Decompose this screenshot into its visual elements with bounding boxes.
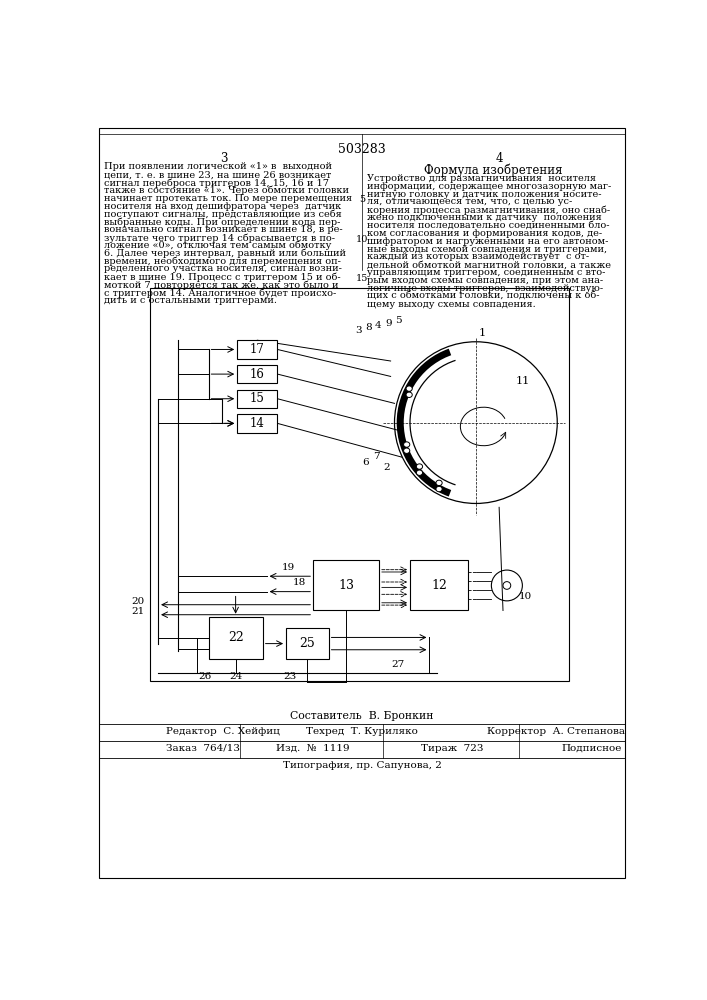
Bar: [209, 617, 263, 659]
Text: выбранные коды. При определении кода пер-: выбранные коды. При определении кода пер…: [104, 217, 340, 227]
Text: 26: 26: [198, 672, 211, 681]
Text: 16: 16: [250, 368, 264, 381]
Text: 25: 25: [300, 637, 315, 650]
Text: нитную головку и датчик положения носите-: нитную головку и датчик положения носите…: [368, 190, 602, 199]
Text: 1: 1: [479, 328, 486, 338]
Text: зультате чего триггер 14 сбрасывается в по-: зультате чего триггер 14 сбрасывается в …: [104, 233, 335, 243]
Text: поступают сигналы, представляющие из себя: поступают сигналы, представляющие из себ…: [104, 209, 341, 219]
Text: с триггером 14. Аналогичное будет происхо-: с триггером 14. Аналогичное будет происх…: [104, 288, 336, 298]
Text: При появлении логической «1» в  выходной: При появлении логической «1» в выходной: [104, 162, 332, 171]
Text: дить и с остальными триггерами.: дить и с остальными триггерами.: [104, 296, 277, 305]
Text: кает в шине 19. Процесс с триггером 15 и об-: кает в шине 19. Процесс с триггером 15 и…: [104, 272, 341, 282]
Text: 3: 3: [221, 152, 228, 165]
Text: Формула изобретения: Формула изобретения: [424, 164, 563, 177]
Text: 11: 11: [515, 376, 530, 386]
Text: 21: 21: [131, 607, 144, 616]
Bar: [313, 560, 379, 610]
Text: Техред  Т. Куриляко: Техред Т. Куриляко: [306, 727, 418, 736]
Text: 6: 6: [363, 458, 369, 467]
Text: 18: 18: [293, 578, 306, 587]
Text: Заказ  764/13: Заказ 764/13: [166, 744, 240, 753]
Text: Подписное: Подписное: [562, 744, 622, 753]
Text: 23: 23: [284, 672, 296, 681]
Text: 6. Далее через интервал, равный или больший: 6. Далее через интервал, равный или боль…: [104, 249, 346, 258]
Text: корения процесса размагничивания, оно снаб-: корения процесса размагничивания, оно сн…: [368, 205, 611, 215]
Circle shape: [503, 582, 510, 589]
Text: Тираж  723: Тираж 723: [421, 744, 484, 753]
Text: ложение «0», отключая тем самым обмотку: ложение «0», отключая тем самым обмотку: [104, 241, 332, 250]
Text: 7: 7: [373, 452, 380, 461]
Text: 19: 19: [281, 563, 295, 572]
Text: логичные входы триггеров,  взаимодействую-: логичные входы триггеров, взаимодействую…: [368, 284, 604, 293]
Text: 27: 27: [392, 660, 405, 669]
Text: ные выходы схемой совпадения и триггерами,: ные выходы схемой совпадения и триггерам…: [368, 245, 607, 254]
Text: сигнал переброса триггеров 14, 15, 16 и 17: сигнал переброса триггеров 14, 15, 16 и …: [104, 178, 329, 188]
Text: 12: 12: [431, 579, 447, 592]
Text: рым входом схемы совпадения, при этом ана-: рым входом схемы совпадения, при этом ан…: [368, 276, 604, 285]
Text: 13: 13: [338, 579, 354, 592]
Text: 503283: 503283: [338, 143, 386, 156]
Ellipse shape: [404, 448, 410, 453]
Text: Редактор  С. Хейфиц: Редактор С. Хейфиц: [166, 727, 280, 736]
Text: 22: 22: [228, 631, 243, 644]
Text: 3: 3: [355, 326, 361, 335]
Bar: [237, 340, 277, 359]
Text: носителя последовательно соединенными бло-: носителя последовательно соединенными бл…: [368, 221, 610, 230]
Text: 10: 10: [519, 592, 532, 601]
Text: 17: 17: [250, 343, 264, 356]
Text: шифратором и нагруженными на его автоном-: шифратором и нагруженными на его автоном…: [368, 237, 609, 246]
Text: 5: 5: [395, 316, 402, 325]
Ellipse shape: [436, 480, 442, 486]
Bar: [237, 414, 277, 433]
Text: моткой 7 повторяется так же, как это было и: моткой 7 повторяется так же, как это был…: [104, 280, 339, 290]
Text: 14: 14: [250, 417, 264, 430]
Text: каждый из которых взаимодействует  с от-: каждый из которых взаимодействует с от-: [368, 252, 590, 261]
Text: 24: 24: [229, 672, 243, 681]
Text: дельной обмоткой магнитной головки, а также: дельной обмоткой магнитной головки, а та…: [368, 260, 612, 269]
Text: 5: 5: [359, 195, 365, 204]
Ellipse shape: [404, 442, 410, 447]
Text: 4: 4: [496, 152, 503, 165]
Text: щих с обмотками головки, подключены к об-: щих с обмотками головки, подключены к об…: [368, 292, 600, 301]
Text: ля, отличающееся тем, что, с целью ус-: ля, отличающееся тем, что, с целью ус-: [368, 197, 573, 206]
Ellipse shape: [416, 470, 423, 475]
Ellipse shape: [406, 392, 412, 397]
Text: 2: 2: [383, 463, 390, 472]
Text: ределенного участка носителя, сигнал возни-: ределенного участка носителя, сигнал воз…: [104, 264, 341, 273]
Bar: [237, 365, 277, 383]
Text: также в состояние «1». Через обмотки головки: также в состояние «1». Через обмотки гол…: [104, 186, 349, 195]
Bar: [237, 389, 277, 408]
Text: воначально сигнал возникает в шине 18, в ре-: воначально сигнал возникает в шине 18, в…: [104, 225, 342, 234]
Ellipse shape: [436, 486, 442, 492]
Text: начинает протекать ток. По мере перемещения: начинает протекать ток. По мере перемеще…: [104, 194, 352, 203]
Text: 9: 9: [386, 319, 392, 328]
Circle shape: [491, 570, 522, 601]
Bar: [410, 560, 468, 610]
Text: носителя на вход дешифратора через  датчик: носителя на вход дешифратора через датчи…: [104, 202, 341, 211]
Text: Составитель  В. Бронкин: Составитель В. Бронкин: [290, 711, 433, 721]
Bar: [151, 288, 569, 681]
Text: времени, необходимого для перемещения оп-: времени, необходимого для перемещения оп…: [104, 257, 341, 266]
Ellipse shape: [406, 386, 412, 391]
Text: 4: 4: [375, 321, 382, 330]
Text: информации, содержащее многозазорную маг-: информации, содержащее многозазорную маг…: [368, 182, 612, 191]
Text: 20: 20: [131, 597, 144, 606]
Text: 8: 8: [366, 323, 373, 332]
Text: жено подключенными к датчику  положения: жено подключенными к датчику положения: [368, 213, 602, 222]
Text: ком согласования и формирования кодов, де-: ком согласования и формирования кодов, д…: [368, 229, 602, 238]
Text: 15: 15: [250, 392, 264, 405]
Text: 10: 10: [356, 235, 368, 244]
Text: цепи, т. е. в шине 23, на шине 26 возникает: цепи, т. е. в шине 23, на шине 26 возник…: [104, 170, 332, 179]
Bar: [286, 628, 329, 659]
Text: Типография, пр. Сапунова, 2: Типография, пр. Сапунова, 2: [283, 761, 441, 770]
Text: щему выходу схемы совпадения.: щему выходу схемы совпадения.: [368, 300, 536, 309]
Text: управляющим триггером, соединенным с вто-: управляющим триггером, соединенным с вто…: [368, 268, 606, 277]
Text: Устройство для размагничивания  носителя: Устройство для размагничивания носителя: [368, 174, 597, 183]
Text: Корректор  А. Степанова: Корректор А. Степанова: [487, 727, 626, 736]
Ellipse shape: [416, 464, 423, 469]
Text: 15: 15: [356, 274, 368, 283]
Text: Изд.  №  1119: Изд. № 1119: [276, 744, 350, 753]
